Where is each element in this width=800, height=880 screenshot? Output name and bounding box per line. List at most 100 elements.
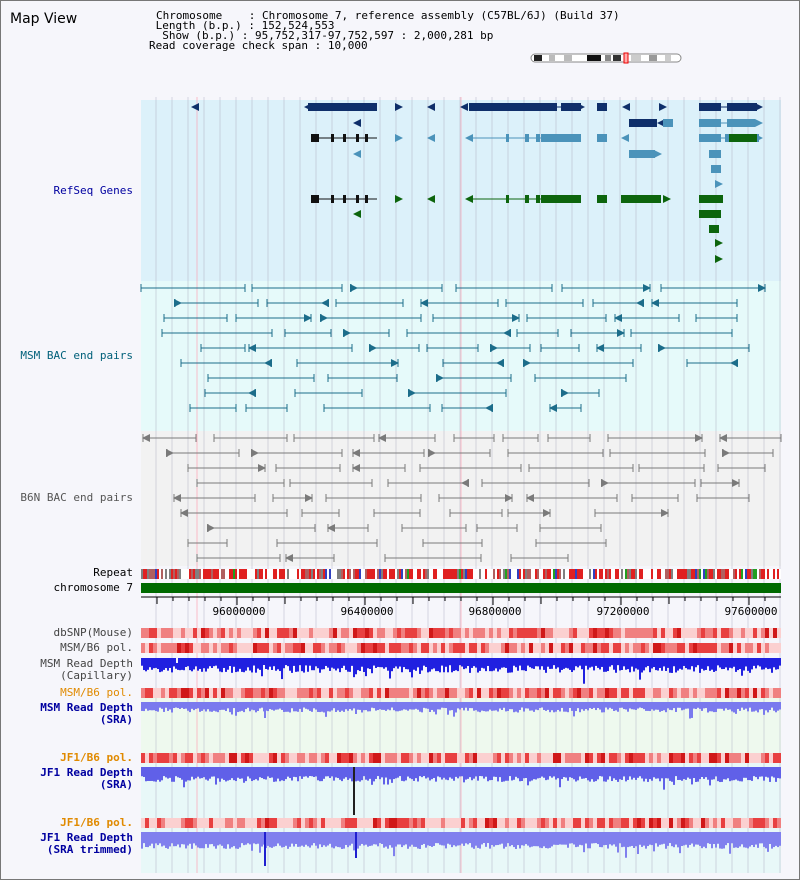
jf1-trim-depth-bar bbox=[527, 832, 529, 846]
repeat-element bbox=[203, 569, 205, 579]
repeat-element bbox=[255, 569, 257, 579]
jf1-sra-depth-bar bbox=[249, 767, 251, 779]
jf1-sra-depth-bar bbox=[351, 767, 353, 782]
repeat-element bbox=[159, 569, 161, 579]
dbsnp-cell bbox=[153, 628, 157, 638]
repeat-element bbox=[677, 569, 679, 579]
jf1-pol-cell bbox=[721, 753, 725, 763]
msm-sra-depth-bar bbox=[301, 702, 303, 712]
repeat-element bbox=[227, 569, 229, 579]
jf1-pol2-cell bbox=[289, 818, 293, 828]
msm-pol-cell bbox=[173, 643, 177, 653]
jf1-sra-depth-bar bbox=[597, 767, 599, 780]
msm-capillary-depth-bar bbox=[653, 658, 655, 668]
jf1-trim-depth-bar bbox=[617, 832, 619, 853]
jf1-trim-depth-bar bbox=[341, 832, 343, 849]
msm-capillary-depth-bar bbox=[427, 658, 429, 673]
jf1-trim-depth-bar bbox=[481, 832, 483, 845]
msm-sra-depth-bar bbox=[155, 702, 157, 712]
repeat-element bbox=[305, 569, 307, 579]
jf1-pol-cell bbox=[401, 753, 405, 763]
refseq-label[interactable]: RefSeq Genes bbox=[53, 184, 133, 197]
msm-pol-cell bbox=[181, 643, 185, 653]
jf1-sra-depth-bar bbox=[407, 767, 409, 777]
msm-sra-depth-bar bbox=[449, 702, 451, 711]
axis-tick-label: 96800000 bbox=[469, 605, 522, 618]
msm-depth-sra-label: MSM Read Depth (SRA) bbox=[40, 701, 133, 726]
jf1-pol2-cell bbox=[277, 818, 281, 828]
jf1-pol2-cell bbox=[601, 818, 605, 828]
repeat-element bbox=[511, 569, 513, 579]
msm-capillary-depth-bar bbox=[525, 658, 527, 672]
msm-capillary-depth-bar bbox=[575, 658, 577, 667]
msm-pol-cell bbox=[341, 643, 345, 653]
jf1-trim-depth-bar bbox=[459, 832, 461, 846]
msm-capillary-depth-bar bbox=[557, 658, 559, 668]
jf1-sra-depth-bar bbox=[419, 767, 421, 777]
msm-pol-cell bbox=[281, 643, 285, 653]
jf1-sra-depth-bar bbox=[681, 767, 683, 781]
msm-capillary-depth-bar bbox=[437, 658, 439, 672]
repeat-element bbox=[281, 569, 283, 579]
jf1-trim-depth-bar bbox=[749, 832, 751, 847]
dbsnp-cell bbox=[445, 628, 449, 638]
msm-sra-depth-bar bbox=[515, 702, 517, 712]
jf1-trim-depth-bar bbox=[631, 832, 633, 846]
jf1-pol-cell bbox=[241, 753, 245, 763]
msm-pol2-cell bbox=[705, 688, 709, 698]
msm-sra-depth-bar bbox=[655, 702, 657, 710]
jf1-pol-cell bbox=[201, 753, 205, 763]
msm-sra-depth-bar bbox=[461, 702, 463, 708]
repeat-element bbox=[701, 569, 703, 579]
msm-capillary-depth-bar bbox=[485, 658, 487, 672]
repeat-element bbox=[695, 569, 697, 579]
jf1-sra-depth-bar bbox=[619, 767, 621, 780]
msm-capillary-depth-bar bbox=[631, 658, 633, 667]
repeat-element bbox=[417, 569, 419, 579]
msm-pol2-cell bbox=[369, 688, 373, 698]
repeat-element bbox=[215, 569, 217, 579]
jf1-pol2-cell bbox=[677, 818, 681, 828]
msm-sra-depth-bar bbox=[395, 702, 397, 712]
jf1-sra-depth-bar bbox=[339, 767, 341, 780]
jf1-trim-depth-bar bbox=[207, 832, 209, 848]
dbsnp-cell bbox=[517, 628, 521, 638]
dbsnp-cell bbox=[713, 628, 717, 638]
jf1-sra-depth-bar bbox=[639, 767, 641, 777]
jf1-trim-depth-bar bbox=[465, 832, 467, 844]
jf1-pol-cell bbox=[641, 753, 645, 763]
b6n-bac-label[interactable]: B6N BAC end pairs bbox=[20, 491, 133, 504]
dbsnp-cell bbox=[681, 628, 685, 638]
jf1-sra-depth-bar bbox=[643, 767, 645, 782]
gene-exon bbox=[311, 195, 319, 203]
jf1-trim-depth-bar bbox=[763, 832, 765, 847]
jf1-trim-depth-bar bbox=[647, 832, 649, 847]
dbsnp-cell bbox=[197, 628, 201, 638]
msm-capillary-depth-bar bbox=[223, 658, 225, 668]
msm-sra-depth-bar bbox=[241, 702, 243, 711]
msm-pol2-cell bbox=[573, 688, 577, 698]
dbsnp-cell bbox=[601, 628, 605, 638]
jf1-trim-depth-bar bbox=[511, 832, 513, 846]
repeat-element bbox=[407, 569, 409, 579]
bac-end-arrow bbox=[428, 449, 436, 457]
jf1-pol-cell bbox=[677, 753, 681, 763]
jf1-trim-depth-bar bbox=[495, 832, 497, 846]
msm-capillary-depth-bar bbox=[323, 658, 325, 670]
msm-capillary-depth-bar bbox=[481, 658, 483, 668]
dbsnp-cell bbox=[605, 628, 609, 638]
msm-sra-depth-bar bbox=[159, 702, 161, 708]
gene-strand-arrow bbox=[395, 103, 403, 111]
msm-capillary-depth-bar bbox=[645, 658, 647, 668]
msm-pol2-cell bbox=[693, 688, 697, 698]
jf1-pol2-cell bbox=[157, 818, 161, 828]
repeat-element bbox=[169, 569, 171, 579]
dbsnp-cell bbox=[333, 628, 337, 638]
jf1-trim-depth-bar bbox=[493, 832, 495, 847]
msm-bac-label[interactable]: MSM BAC end pairs bbox=[20, 349, 133, 362]
msm-sra-depth-bar bbox=[717, 702, 719, 709]
repeat-element bbox=[405, 569, 407, 579]
msm-sra-depth-bar bbox=[529, 702, 531, 711]
jf1-pol2-cell bbox=[161, 818, 165, 828]
repeat-element bbox=[647, 569, 649, 579]
